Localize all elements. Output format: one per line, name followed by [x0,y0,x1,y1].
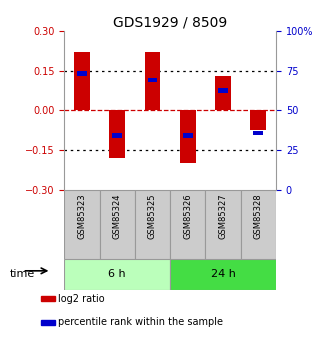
Bar [64,259,170,290]
Text: GSM85323: GSM85323 [77,193,86,239]
Text: GSM85326: GSM85326 [183,193,192,239]
Bar [77,71,87,76]
Text: GSM85327: GSM85327 [219,193,228,239]
Bar [170,190,205,259]
Text: time: time [10,269,35,279]
Bar [254,130,263,135]
Text: 6 h: 6 h [108,269,126,279]
Title: GDS1929 / 8509: GDS1929 / 8509 [113,16,227,30]
Bar [148,78,157,82]
Bar [109,110,125,158]
Bar [218,88,228,93]
Bar [241,190,276,259]
Text: GSM85325: GSM85325 [148,193,157,239]
Bar [100,190,135,259]
Bar [112,133,122,138]
Bar [250,110,266,130]
Bar [183,133,193,138]
Bar [180,110,196,163]
Text: 24 h: 24 h [211,269,236,279]
Text: percentile rank within the sample: percentile rank within the sample [57,317,222,327]
Bar [205,190,241,259]
Text: GSM85324: GSM85324 [113,193,122,239]
Bar [215,76,231,110]
Bar [135,190,170,259]
Text: GSM85328: GSM85328 [254,193,263,239]
Bar [144,52,160,110]
Bar [170,259,276,290]
Bar [64,190,100,259]
Text: log2 ratio: log2 ratio [57,294,104,304]
Bar [41,296,55,302]
Bar [41,319,55,325]
Bar [74,52,90,110]
